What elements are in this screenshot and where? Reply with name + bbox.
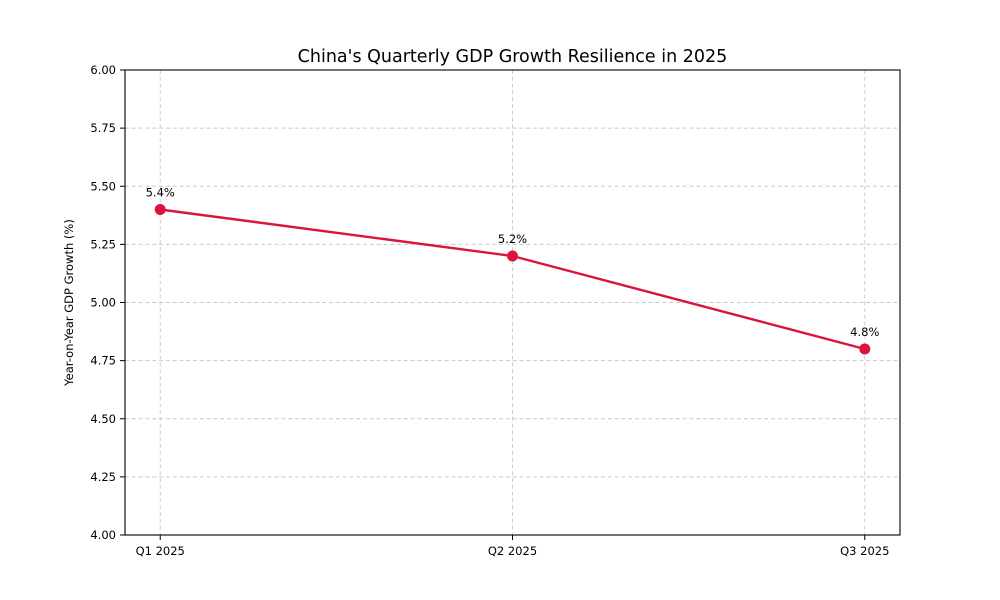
- chart-title: China's Quarterly GDP Growth Resilience …: [298, 47, 728, 67]
- y-tick-label: 5.75: [90, 121, 116, 135]
- y-tick-label: 5.25: [90, 237, 116, 251]
- y-axis-label: Year-on-Year GDP Growth (%): [62, 219, 76, 387]
- y-tick-label: 4.25: [90, 470, 116, 484]
- y-tick-label: 4.75: [90, 354, 116, 368]
- x-tick-label: Q3 2025: [840, 544, 889, 558]
- y-tick-label: 5.50: [90, 179, 116, 193]
- x-tick-label: Q2 2025: [488, 544, 537, 558]
- data-line: [159, 208, 866, 351]
- y-tick-label: 5.00: [90, 296, 116, 310]
- data-point-marker: [859, 343, 871, 355]
- y-tick-label: 6.00: [90, 63, 116, 77]
- data-point-marker: [154, 204, 166, 215]
- x-tick-label: Q1 2025: [136, 544, 185, 558]
- data-point-marker: [507, 250, 518, 262]
- data-point-label: 5.4%: [146, 186, 175, 200]
- data-point-label: 4.8%: [850, 325, 879, 339]
- y-tick-label: 4.00: [90, 528, 116, 542]
- y-tick-label: 4.50: [90, 412, 116, 426]
- data-point-label: 5.2%: [498, 232, 527, 246]
